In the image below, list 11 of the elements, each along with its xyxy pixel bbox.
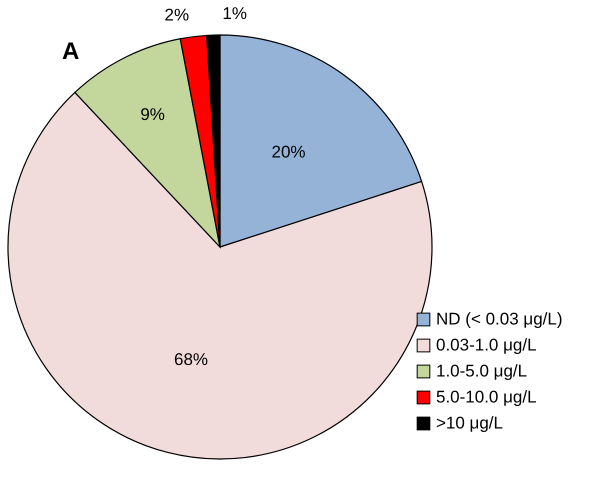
legend-label: 0.03-1.0 μg/L <box>436 336 537 354</box>
text: A <box>62 38 80 65</box>
legend-label: ND (< 0.03 μg/L) <box>436 310 562 328</box>
legend-label: >10 μg/L <box>436 414 503 432</box>
data-label: 68% <box>174 350 208 369</box>
data-label: 9% <box>140 104 165 124</box>
data-label: 2% <box>164 6 190 25</box>
legend-label: 1.0-5.0 μg/L <box>436 362 528 380</box>
data-label: 1% <box>222 4 247 23</box>
legend-label: 5.0-10.0 μg/L <box>436 388 537 406</box>
data-label: 20% <box>272 142 306 162</box>
